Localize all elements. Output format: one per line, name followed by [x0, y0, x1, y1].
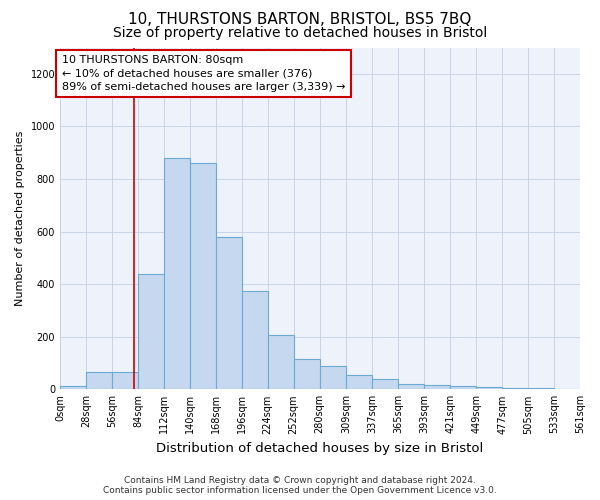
Bar [450, 386, 476, 390]
Bar [242, 290, 268, 390]
Text: Size of property relative to detached houses in Bristol: Size of property relative to detached ho… [113, 26, 487, 40]
Bar [554, 388, 580, 390]
Bar [293, 359, 320, 390]
Bar [164, 158, 190, 390]
Bar [528, 388, 554, 390]
Text: 10, THURSTONS BARTON, BRISTOL, BS5 7BQ: 10, THURSTONS BARTON, BRISTOL, BS5 7BQ [128, 12, 472, 28]
Bar [398, 384, 424, 390]
Bar [216, 237, 242, 390]
Bar [112, 372, 138, 390]
Bar [346, 376, 373, 390]
Text: Contains HM Land Registry data © Crown copyright and database right 2024.
Contai: Contains HM Land Registry data © Crown c… [103, 476, 497, 495]
Y-axis label: Number of detached properties: Number of detached properties [15, 130, 25, 306]
Bar [320, 366, 346, 390]
Bar [268, 336, 293, 390]
Bar [138, 274, 164, 390]
Text: 10 THURSTONS BARTON: 80sqm
← 10% of detached houses are smaller (376)
89% of sem: 10 THURSTONS BARTON: 80sqm ← 10% of deta… [62, 56, 346, 92]
Bar [476, 387, 502, 390]
X-axis label: Distribution of detached houses by size in Bristol: Distribution of detached houses by size … [157, 442, 484, 455]
Bar [190, 163, 216, 390]
Bar [373, 379, 398, 390]
Bar [60, 386, 86, 390]
Bar [502, 388, 528, 390]
Bar [424, 386, 450, 390]
Bar [86, 372, 112, 390]
